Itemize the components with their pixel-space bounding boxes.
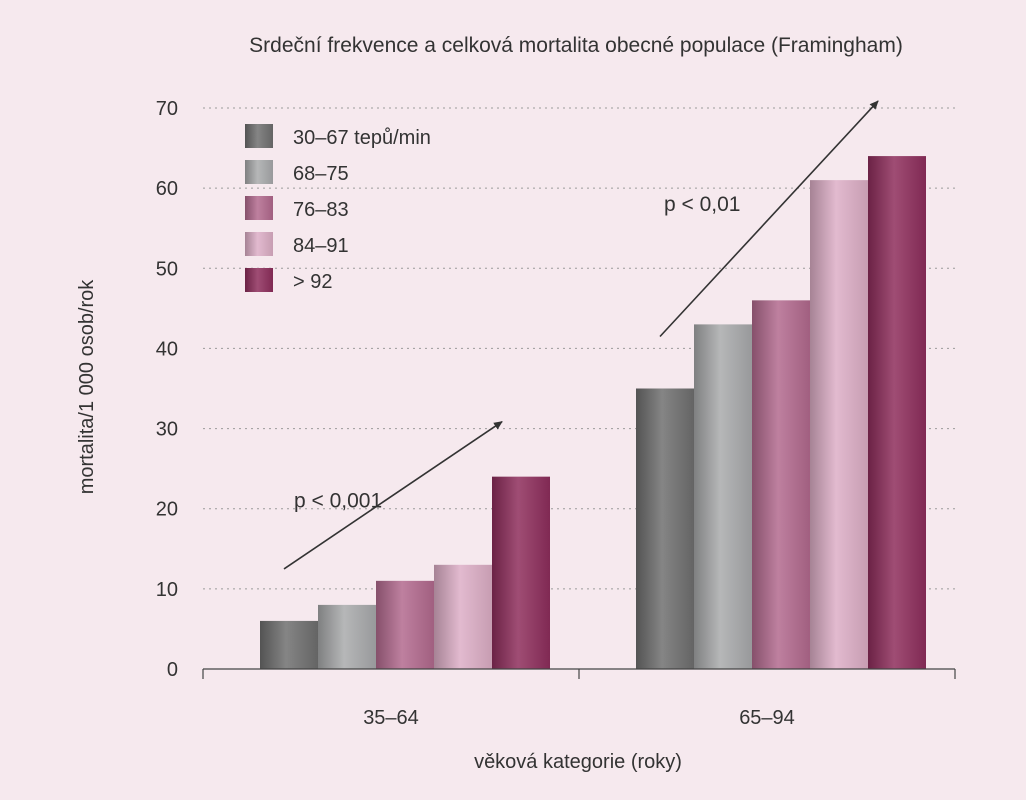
legend-swatch [245,268,273,292]
legend-swatch [245,196,273,220]
legend-label: 76–83 [293,199,349,221]
bar [752,300,810,669]
annotations: p < 0,001 p < 0,01 [283,100,879,570]
p-value-label: p < 0,01 [664,193,740,216]
x-tick-label: 35–64 [363,707,419,729]
bar [636,388,694,669]
y-tick-label: 50 [156,258,178,280]
legend-label: 30–67 tepů/min [293,127,431,149]
axes: 0 10 20 30 40 50 60 70 35–64 65–94 [156,98,956,729]
bar [810,180,868,669]
bar [492,476,550,669]
chart-title: Srdeční frekvence a celková mortalita ob… [249,34,903,57]
p-value-label: p < 0,001 [294,489,382,512]
x-axis-label: věková kategorie (roky) [474,751,682,773]
x-tick-label: 65–94 [739,707,795,729]
y-tick-label: 40 [156,338,178,360]
trend-arrow [283,420,503,570]
y-tick-label: 60 [156,178,178,200]
y-tick-label: 70 [156,98,178,120]
bar [868,156,926,670]
legend-swatch [245,232,273,256]
bar [434,564,492,669]
bar [318,604,376,669]
legend-label: > 92 [293,271,332,293]
bar [694,324,752,669]
bars [260,156,926,670]
y-axis-label: mortalita/1 000 osob/rok [76,279,98,495]
y-tick-label: 30 [156,419,178,441]
bar [376,580,434,669]
y-tick-label: 20 [156,499,178,521]
y-tick-label: 10 [156,579,178,601]
legend-label: 84–91 [293,235,349,257]
legend-swatch [245,160,273,184]
legend-label: 68–75 [293,163,349,185]
y-tick-label: 0 [167,659,178,681]
bar [260,620,318,669]
trend-arrow [659,100,879,338]
legend: 30–67 tepů/min 68–75 76–83 84–91 > 92 [245,124,431,293]
legend-swatch [245,124,273,148]
